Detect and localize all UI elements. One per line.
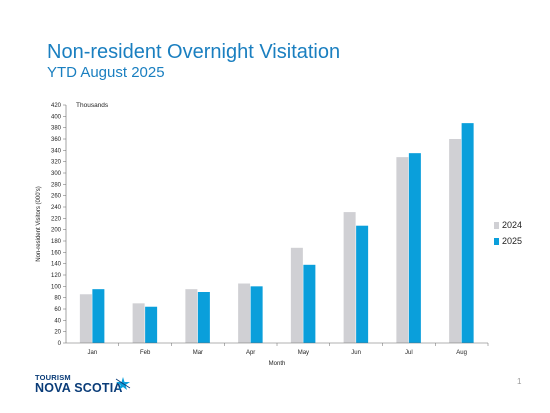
y-tick-label: 260	[51, 194, 62, 200]
x-tick-label-apr: Apr	[246, 350, 255, 356]
bar-2025-mar	[197, 292, 210, 343]
bar-2025-jul	[408, 153, 421, 343]
bar-2024-apr	[238, 283, 251, 343]
bar-2025-feb	[145, 306, 158, 343]
x-tick-label-may: May	[298, 350, 309, 356]
bar-2025-may	[303, 264, 316, 343]
logo-line-2: NOVA SCOTIA	[35, 381, 123, 395]
legend-swatch-2025	[494, 237, 499, 245]
tourism-nova-scotia-logo: TOURISM NOVA SCOTIA	[35, 373, 131, 395]
y-axis-title: Non-resident Visitors (000's)	[36, 186, 42, 261]
y-tick-label: 160	[51, 250, 62, 256]
bar-2025-apr	[250, 286, 263, 343]
legend-label-2024: 2024	[502, 220, 523, 230]
y-tick-label: 400	[51, 114, 62, 120]
y-tick-label: 100	[51, 284, 62, 290]
logo-line-1: TOURISM	[35, 373, 71, 382]
y-tick-label: 200	[51, 228, 62, 234]
y-tick-label: 40	[54, 318, 61, 324]
legend: 2024 2025	[494, 217, 522, 249]
legend-item-2025: 2025	[494, 233, 522, 249]
bar-2024-feb	[132, 303, 145, 343]
bar-2025-aug	[461, 123, 474, 343]
x-tick-label-jun: Jun	[351, 350, 361, 356]
y-tick-label: 140	[51, 262, 62, 268]
star-icon	[115, 377, 131, 390]
bar-2024-may	[290, 247, 303, 343]
bar-2025-jun	[356, 225, 369, 343]
y-tick-label: 300	[51, 171, 62, 177]
slide-subtitle: YTD August 2025	[47, 64, 165, 81]
x-tick-label-jul: Jul	[405, 350, 413, 356]
x-axis-ticks: Jan Feb Mar Apr May Jun Jul Aug	[88, 343, 489, 356]
y-tick-label: 20	[54, 330, 61, 336]
y-tick-label: 380	[51, 126, 62, 132]
y-tick-label: 0	[58, 341, 62, 347]
bar-2024-mar	[185, 289, 198, 343]
bar-2025-jan	[92, 289, 105, 343]
y-tick-label: 180	[51, 239, 62, 245]
x-tick-label-feb: Feb	[140, 350, 151, 356]
y-tick-label: 120	[51, 273, 62, 279]
legend-item-2024: 2024	[494, 217, 522, 233]
legend-label-2025: 2025	[502, 236, 523, 246]
y-tick-label: 320	[51, 160, 62, 166]
y-tick-label: 240	[51, 205, 62, 211]
legend-swatch-2024	[494, 221, 499, 229]
bar-2024-jan	[79, 294, 92, 343]
y-tick-label: 360	[51, 137, 62, 143]
x-axis-title: Month	[269, 361, 286, 367]
y-tick-label: 80	[54, 296, 61, 302]
y-tick-label: 420	[51, 103, 62, 109]
y-tick-label: 220	[51, 216, 62, 222]
x-tick-label-mar: Mar	[193, 350, 203, 356]
bar-2024-jun	[343, 212, 356, 343]
x-tick-label-jan: Jan	[88, 350, 98, 356]
slide-title: Non-resident Overnight Visitation	[47, 41, 341, 63]
bars	[79, 123, 474, 343]
y-axis-ticks: 0 20 40 60 80 100 120 140 160 180 200 220 240 260 280 3…	[51, 103, 66, 347]
bar-2024-jul	[396, 157, 409, 343]
unit-label: Thousands	[76, 102, 109, 109]
y-tick-label: 60	[54, 307, 61, 313]
x-tick-label-aug: Aug	[456, 350, 467, 356]
bar-2024-aug	[449, 139, 462, 343]
page-number: 1	[517, 377, 522, 386]
y-tick-label: 280	[51, 182, 62, 188]
y-tick-label: 340	[51, 148, 62, 154]
